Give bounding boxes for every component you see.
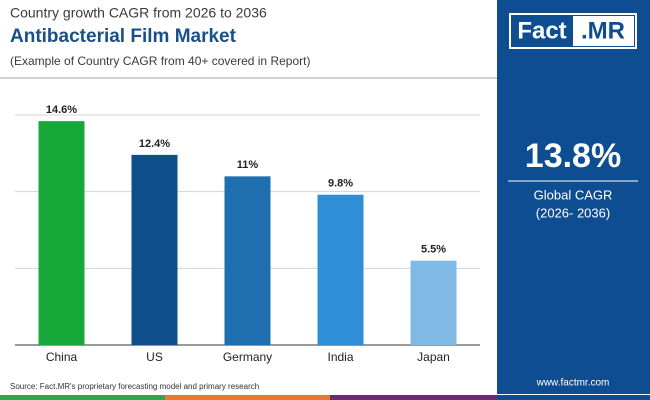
bar [410, 260, 457, 345]
source: Source: Fact.MR's proprietary forecastin… [10, 382, 259, 391]
x-tick-label: India [327, 350, 353, 364]
logo-box [573, 16, 634, 46]
value-label: 11% [237, 159, 259, 171]
side-label: Global CAGR [534, 187, 613, 202]
value-label: 14.6% [46, 104, 77, 116]
side-value: 13.8% [525, 137, 621, 175]
footer-stripe [330, 395, 497, 400]
x-tick-label: US [146, 350, 163, 364]
footer-stripe [0, 395, 165, 400]
bar [317, 194, 364, 345]
website: www.factmr.com [536, 378, 610, 389]
x-tick-label: Japan [417, 350, 450, 364]
value-label: 9.8% [328, 178, 353, 190]
footer-stripe [497, 395, 650, 400]
chart-title: Country growth CAGR from 2026 to 2036 [10, 5, 267, 21]
x-tick-label: China [46, 350, 78, 364]
side-period: (2026- 2036) [536, 205, 610, 220]
footer-stripe [165, 395, 330, 400]
bar [131, 154, 178, 345]
bar [38, 121, 85, 345]
x-tick-label: Germany [223, 350, 272, 364]
bar [224, 176, 271, 345]
logo-left: Fact [517, 17, 566, 44]
logo-frame [509, 13, 637, 49]
chart-note: (Example of Country CAGR from 40+ covere… [10, 54, 310, 68]
value-label: 5.5% [421, 244, 446, 256]
logo-right: .MR [581, 17, 625, 44]
value-label: 12.4% [139, 138, 170, 150]
chart-subtitle: Antibacterial Film Market [10, 26, 237, 47]
side-panel [497, 0, 650, 394]
